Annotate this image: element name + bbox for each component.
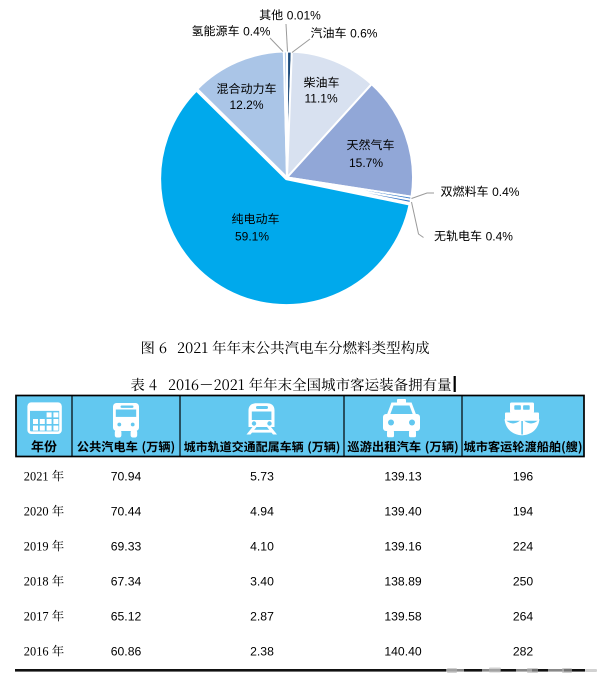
- svg-text:4.10: 4.10: [250, 539, 274, 553]
- svg-text:11.1%: 11.1%: [305, 91, 338, 105]
- svg-text:196: 196: [513, 469, 534, 483]
- svg-text:60.86: 60.86: [111, 644, 142, 658]
- svg-text:12.2%: 12.2%: [230, 98, 264, 112]
- svg-text:140.40: 140.40: [384, 644, 421, 658]
- svg-text:69.33: 69.33: [111, 539, 142, 553]
- svg-text:5.73: 5.73: [250, 469, 274, 483]
- svg-text:0.4%: 0.4%: [492, 185, 520, 199]
- svg-text:65.12: 65.12: [111, 609, 142, 623]
- svg-text:139.40: 139.40: [384, 504, 421, 518]
- svg-text:0.4%: 0.4%: [486, 229, 514, 243]
- svg-text:0.01%: 0.01%: [287, 8, 321, 22]
- svg-text:2017: 2017: [24, 609, 49, 623]
- svg-text:59.1%: 59.1%: [235, 229, 269, 243]
- svg-text:2016: 2016: [24, 644, 49, 658]
- svg-text:67.34: 67.34: [111, 574, 142, 588]
- svg-text:4.94: 4.94: [250, 504, 274, 518]
- svg-text:2019: 2019: [24, 539, 49, 553]
- svg-text:2018: 2018: [24, 574, 49, 588]
- svg-text:3.40: 3.40: [250, 574, 274, 588]
- svg-text:264: 264: [513, 609, 534, 623]
- svg-text:139.58: 139.58: [384, 609, 421, 623]
- svg-text:2.87: 2.87: [250, 609, 274, 623]
- svg-text:2021: 2021: [24, 469, 49, 483]
- svg-text:224: 224: [513, 539, 534, 553]
- svg-text:194: 194: [513, 504, 534, 518]
- svg-text:0.6%: 0.6%: [350, 26, 378, 40]
- svg-text:138.89: 138.89: [384, 574, 421, 588]
- svg-text:139.13: 139.13: [384, 469, 421, 483]
- svg-text:0.4%: 0.4%: [243, 24, 271, 38]
- svg-text:250: 250: [513, 574, 534, 588]
- svg-text:139.16: 139.16: [384, 539, 421, 553]
- svg-text:282: 282: [513, 644, 534, 658]
- svg-text:2.38: 2.38: [250, 644, 274, 658]
- svg-text:2020: 2020: [24, 504, 49, 518]
- svg-text:70.94: 70.94: [111, 469, 142, 483]
- svg-text:15.7%: 15.7%: [349, 156, 383, 170]
- svg-text:70.44: 70.44: [111, 504, 142, 518]
